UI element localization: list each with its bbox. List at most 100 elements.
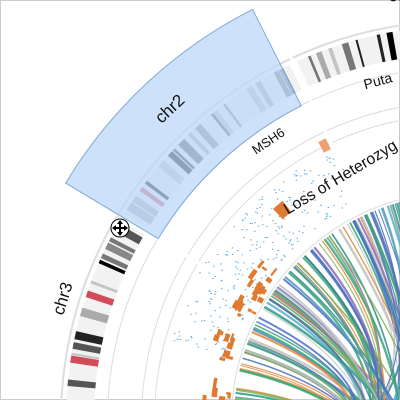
band xyxy=(72,342,102,354)
track-dot xyxy=(276,198,279,200)
link xyxy=(364,214,400,322)
link xyxy=(293,265,377,400)
track-dot xyxy=(312,180,315,182)
track-dot xyxy=(201,320,203,322)
track-dot xyxy=(252,286,254,288)
track-dot xyxy=(344,203,347,205)
track-dot xyxy=(327,173,330,175)
track-dot xyxy=(276,254,278,256)
track-dot xyxy=(208,301,210,303)
track-dot xyxy=(252,262,254,264)
link xyxy=(354,219,400,322)
track-dot xyxy=(250,239,252,241)
track-dot xyxy=(277,249,279,251)
band xyxy=(70,355,99,367)
segment xyxy=(246,278,255,288)
link xyxy=(268,297,381,400)
segment xyxy=(270,267,278,277)
track-dot xyxy=(335,183,337,185)
link xyxy=(244,351,344,400)
track-dot xyxy=(218,306,221,308)
segment xyxy=(211,387,218,398)
link xyxy=(278,283,377,400)
segment xyxy=(218,396,226,400)
link xyxy=(342,226,400,338)
segment xyxy=(257,285,266,295)
track-dot xyxy=(341,207,344,209)
track-dot xyxy=(277,226,280,228)
segment xyxy=(228,337,236,348)
track-dot xyxy=(204,338,206,340)
track-dot xyxy=(214,343,217,345)
track-dot xyxy=(297,240,299,242)
track-dot xyxy=(310,199,313,201)
track-dot xyxy=(246,229,248,231)
link xyxy=(346,223,400,400)
track-dot xyxy=(340,190,343,192)
track-dot xyxy=(242,317,244,319)
track-dot xyxy=(292,232,295,234)
track-dot xyxy=(227,321,230,323)
track-dot xyxy=(256,212,259,214)
track-dot xyxy=(249,301,251,303)
link xyxy=(381,207,400,400)
track-dot xyxy=(222,354,224,356)
segment xyxy=(229,333,235,342)
track-dot xyxy=(187,305,189,307)
track-dot xyxy=(261,224,264,226)
track-dot xyxy=(237,262,239,264)
band xyxy=(376,34,386,63)
track-dot xyxy=(284,256,286,258)
track-dot xyxy=(255,211,257,213)
track-dot xyxy=(213,325,215,327)
segment xyxy=(250,294,259,302)
track-dot xyxy=(214,310,217,312)
track-dot xyxy=(219,316,221,318)
track-dot xyxy=(210,329,212,331)
track-dot xyxy=(277,233,280,235)
link xyxy=(302,256,374,400)
track-dot xyxy=(214,293,216,295)
track-dot xyxy=(243,237,245,239)
band xyxy=(341,42,357,71)
track-dot xyxy=(173,332,176,334)
segment xyxy=(202,394,207,400)
band xyxy=(100,253,129,270)
track-dot xyxy=(179,338,182,340)
chr2-highlight[interactable] xyxy=(65,8,302,240)
track-dot xyxy=(237,278,239,280)
track-dot xyxy=(241,314,244,316)
track-dot xyxy=(289,199,291,201)
track-dot xyxy=(265,275,267,277)
track-dot xyxy=(260,259,262,261)
track-dot xyxy=(270,207,273,209)
segment xyxy=(231,299,241,310)
track-dot xyxy=(261,196,264,198)
track-dot xyxy=(244,288,247,290)
track-dot xyxy=(254,279,256,281)
link xyxy=(338,228,400,350)
link xyxy=(284,275,390,400)
track-dot xyxy=(217,341,220,343)
track-dot xyxy=(226,251,229,253)
track-dot xyxy=(214,291,217,293)
track-dot xyxy=(208,261,210,263)
track-dot xyxy=(235,266,237,268)
track-dot xyxy=(251,244,254,246)
track-dot xyxy=(295,175,297,177)
track-dot xyxy=(217,327,219,329)
track-dot xyxy=(303,225,305,227)
track-dot xyxy=(205,261,207,263)
band xyxy=(328,47,341,76)
track-dot xyxy=(323,174,325,176)
link xyxy=(276,286,364,400)
track-dot xyxy=(221,348,223,350)
track-dot xyxy=(226,318,229,320)
track-dot xyxy=(194,321,196,323)
link xyxy=(242,357,337,400)
track-dot xyxy=(196,343,198,345)
band xyxy=(79,307,110,324)
link xyxy=(266,301,361,400)
track-dot xyxy=(255,283,258,285)
